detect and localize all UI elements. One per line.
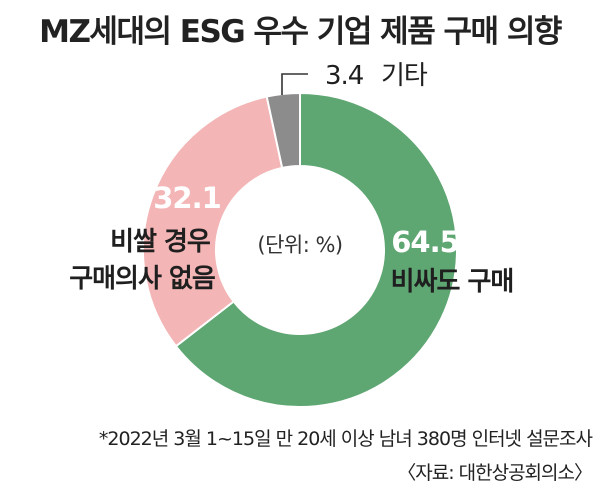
chart-title: MZ세대의 ESG 우수 기업 제품 구매 의향 (39, 14, 562, 50)
slice-label-no-intent-line2: 구매의사 없음 (69, 264, 215, 294)
slice-value-other: 3.4 (325, 61, 364, 91)
slice-no-intent (142, 95, 284, 348)
source-note: 〈자료: 대한상공회의소〉 (397, 462, 593, 484)
slice-value-no-intent: 32.1 (153, 181, 221, 215)
footnote: *2022년 3월 1~15일 만 20세 이상 남녀 380명 인터넷 설문조… (98, 428, 593, 450)
slice-buy-anyway (174, 91, 458, 408)
slice-value-buy-anyway: 64.5 (391, 225, 459, 259)
slice-label-buy-anyway: 비싸도 구매 (391, 267, 514, 297)
donut-slices (142, 91, 458, 408)
slice-label-no-intent-line1: 비쌀 경우 (110, 227, 211, 257)
slice-label-other: 기타 (381, 61, 428, 91)
slice-other (265, 91, 301, 170)
other-callout-line (281, 73, 308, 95)
unit-label: (단위: %) (257, 233, 342, 257)
